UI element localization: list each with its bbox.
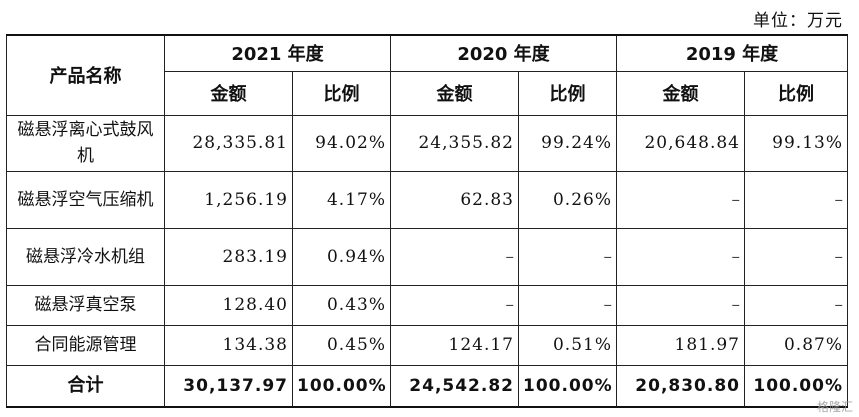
total-row: 合计 30,137.97 100.00% 24,542.82 100.00% 2… (6, 364, 848, 408)
empty-cell: – (616, 227, 745, 286)
header-ratio: 比例 (518, 70, 617, 116)
ratio-cell: 0.87% (744, 324, 848, 366)
ratio-cell: 0.94% (292, 227, 391, 286)
ratio-cell: 4.17% (292, 170, 391, 229)
total-amount: 20,830.80 (616, 364, 745, 408)
watermark-logo: 格隆汇 (816, 400, 853, 414)
empty-cell: – (518, 284, 617, 326)
amount-cell: 124.17 (390, 324, 519, 366)
header-amount: 金额 (616, 70, 745, 116)
total-ratio: 100.00% (292, 364, 391, 408)
empty-cell: – (518, 227, 617, 286)
ratio-cell: 99.24% (518, 114, 617, 172)
header-ratio: 比例 (292, 70, 391, 116)
header-year-2020: 2020 年度 (390, 34, 617, 72)
amount-cell: 62.83 (390, 170, 519, 229)
ratio-cell: 0.45% (292, 324, 391, 366)
ratio-cell: 99.13% (744, 114, 848, 172)
revenue-table: 产品名称 2021 年度 2020 年度 2019 年度 金额 比例 金额 比例… (6, 34, 848, 408)
product-name: 磁悬浮真空泵 (6, 284, 165, 326)
amount-cell: 283.19 (164, 227, 293, 286)
table-row: 磁悬浮离心式鼓风机 28,335.81 94.02% 24,355.82 99.… (6, 114, 848, 172)
amount-cell: 181.97 (616, 324, 745, 366)
empty-cell: – (744, 284, 848, 326)
total-label: 合计 (6, 364, 165, 408)
product-name: 合同能源管理 (6, 324, 165, 366)
ratio-cell: 0.43% (292, 284, 391, 326)
total-amount: 30,137.97 (164, 364, 293, 408)
empty-cell: – (744, 227, 848, 286)
header-ratio: 比例 (744, 70, 848, 116)
total-ratio: 100.00% (518, 364, 617, 408)
product-name: 磁悬浮空气压缩机 (6, 170, 165, 229)
total-ratio: 100.00% (744, 364, 848, 408)
header-product-name: 产品名称 (6, 34, 165, 116)
empty-cell: – (390, 284, 519, 326)
amount-cell: 134.38 (164, 324, 293, 366)
amount-cell: 128.40 (164, 284, 293, 326)
ratio-cell: 0.26% (518, 170, 617, 229)
table-row: 磁悬浮空气压缩机 1,256.19 4.17% 62.83 0.26% – – (6, 170, 848, 229)
table-row: 磁悬浮真空泵 128.40 0.43% – – – – (6, 284, 848, 326)
empty-cell: – (390, 227, 519, 286)
amount-cell: 24,355.82 (390, 114, 519, 172)
table-row: 合同能源管理 134.38 0.45% 124.17 0.51% 181.97 … (6, 324, 848, 366)
unit-label: 单位：万元 (753, 11, 843, 31)
header-year-2019: 2019 年度 (616, 34, 848, 72)
product-name: 磁悬浮冷水机组 (6, 227, 165, 286)
ratio-cell: 0.51% (518, 324, 617, 366)
header-year-2021: 2021 年度 (164, 34, 391, 72)
ratio-cell: 94.02% (292, 114, 391, 172)
amount-cell: 1,256.19 (164, 170, 293, 229)
amount-cell: 20,648.84 (616, 114, 745, 172)
table-row: 磁悬浮冷水机组 283.19 0.94% – – – – (6, 227, 848, 286)
amount-cell: 28,335.81 (164, 114, 293, 172)
empty-cell: – (616, 170, 745, 229)
header-amount: 金额 (390, 70, 519, 116)
product-name: 磁悬浮离心式鼓风机 (6, 114, 165, 172)
header-amount: 金额 (164, 70, 293, 116)
empty-cell: – (616, 284, 745, 326)
empty-cell: – (744, 170, 848, 229)
total-amount: 24,542.82 (390, 364, 519, 408)
